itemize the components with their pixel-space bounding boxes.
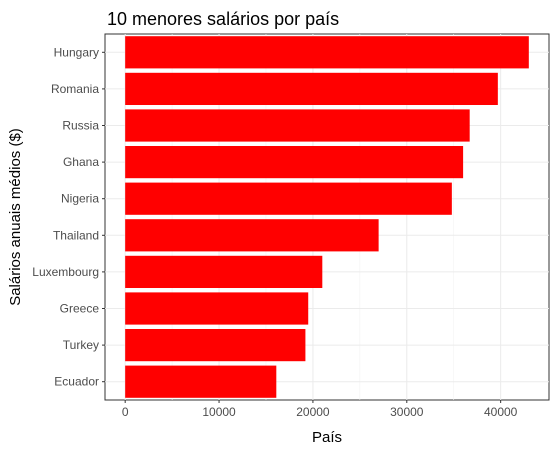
x-axis-title: País: [312, 429, 342, 446]
y-tick-label: Russia: [62, 119, 99, 133]
x-tick-label: 30000: [390, 405, 424, 419]
bar-thailand: [125, 219, 379, 252]
bar-russia: [125, 109, 470, 142]
y-tick-label: Ecuador: [54, 375, 99, 389]
bar-turkey: [125, 328, 306, 362]
bar-ghana: [125, 145, 464, 179]
y-tick-label: Romania: [51, 82, 99, 96]
y-axis-title: Salários anuais médios ($): [7, 128, 24, 306]
x-tick-label: 20000: [296, 405, 330, 419]
y-tick-label: Nigeria: [61, 192, 99, 206]
y-tick-label: Hungary: [54, 45, 99, 59]
y-tick-label: Thailand: [53, 228, 99, 242]
y-tick-label: Luxembourg: [32, 265, 99, 279]
bar-greece: [125, 292, 309, 325]
x-axis-ticks: 0 10000 20000 30000 40000: [122, 400, 518, 419]
y-tick-label: Ghana: [63, 155, 99, 169]
x-tick-label: 10000: [202, 405, 236, 419]
bar-romania: [125, 72, 498, 106]
bar-luxembourg: [125, 255, 323, 289]
bar-hungary: [125, 36, 529, 69]
x-tick-label: 0: [122, 405, 129, 419]
y-axis-ticks: Hungary Romania Russia Ghana Nigeria Thailand…: [32, 45, 105, 389]
x-tick-label: 40000: [484, 405, 518, 419]
bar-nigeria: [125, 182, 452, 215]
y-tick-label: Greece: [60, 302, 100, 316]
bars-group: [125, 36, 529, 398]
chart-title: 10 menores salários por país: [107, 9, 339, 29]
y-tick-label: Turkey: [63, 338, 99, 352]
bar-ecuador: [125, 365, 277, 398]
